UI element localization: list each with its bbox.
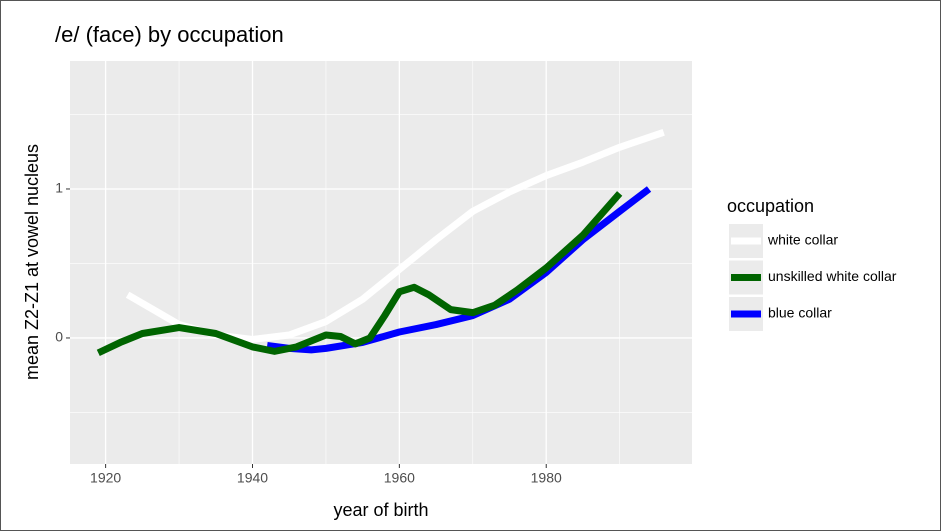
x-tick-label: 1960 (384, 470, 415, 486)
x-tick-label: 1980 (531, 470, 562, 486)
y-tick-label: 1 (55, 180, 63, 196)
legend-label: white collar (767, 232, 838, 248)
legend-label: blue collar (768, 305, 832, 321)
x-tick-label: 1920 (90, 470, 121, 486)
chart-title: /e/ (face) by occupation (55, 22, 284, 47)
y-axis-label: mean Z2-Z1 at vowel nucleus (22, 144, 42, 380)
line-series (96, 191, 623, 357)
panel (70, 61, 692, 464)
y-tick-label: 0 (55, 329, 63, 345)
x-tick-label: 1940 (237, 470, 268, 486)
legend-label: unskilled white collar (768, 268, 897, 284)
legend-title: occupation (727, 196, 814, 216)
x-axis-label: year of birth (333, 500, 428, 520)
